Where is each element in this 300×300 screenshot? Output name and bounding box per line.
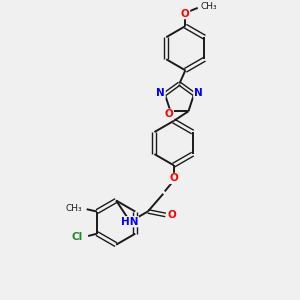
Text: Cl: Cl bbox=[72, 232, 83, 242]
Text: O: O bbox=[169, 173, 178, 183]
Text: CH₃: CH₃ bbox=[66, 203, 82, 212]
Text: N: N bbox=[194, 88, 203, 98]
Text: O: O bbox=[168, 210, 176, 220]
Text: O: O bbox=[165, 109, 173, 119]
Text: O: O bbox=[181, 9, 190, 19]
Text: CH₃: CH₃ bbox=[201, 2, 217, 11]
Text: N: N bbox=[156, 88, 165, 98]
Text: HN: HN bbox=[121, 217, 138, 227]
